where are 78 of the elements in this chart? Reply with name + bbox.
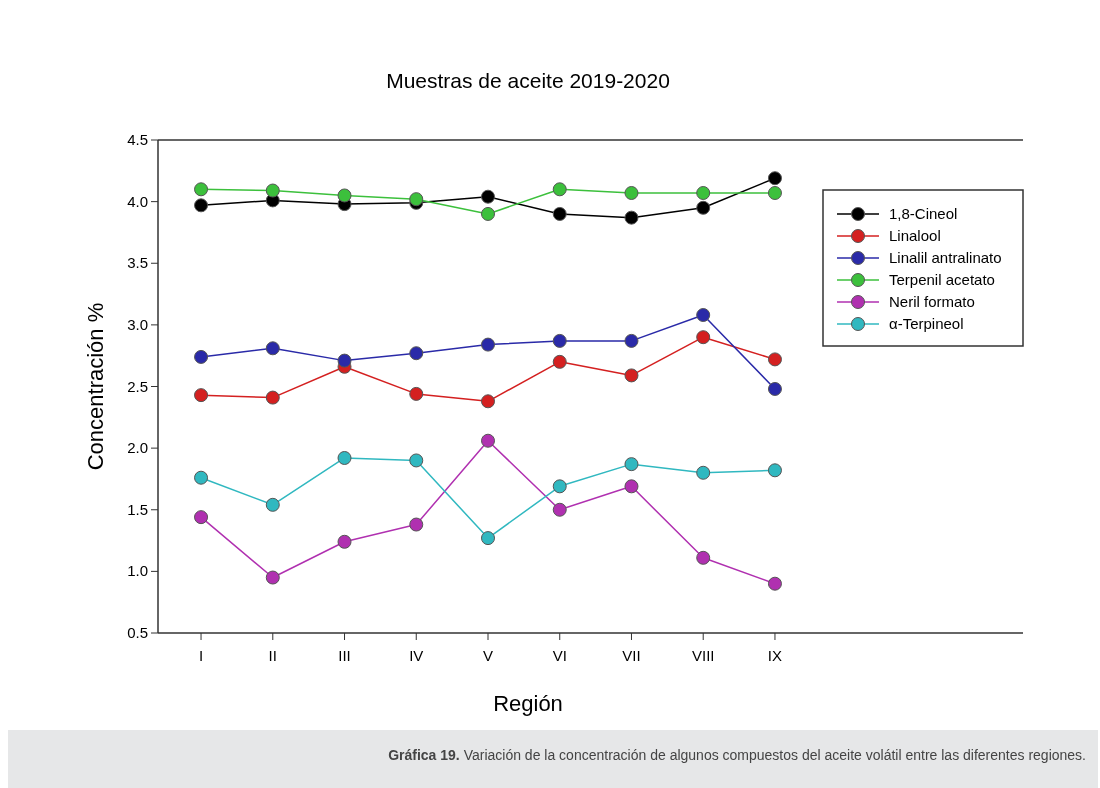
point <box>552 479 567 494</box>
x-tick-label: V <box>482 647 494 664</box>
point <box>552 502 567 517</box>
point <box>481 337 495 352</box>
legend-label: Linalil antralinato <box>889 249 1002 266</box>
legend-label: Linalool <box>889 227 941 244</box>
point <box>265 390 280 405</box>
y-tick-label: 1.0 <box>127 562 148 580</box>
y-tick-label: 1.5 <box>127 500 148 518</box>
x-tick-label: VII <box>622 647 641 664</box>
point <box>481 394 495 409</box>
point <box>481 433 495 448</box>
point <box>265 183 280 198</box>
x-tick-label: III <box>338 647 351 664</box>
point <box>265 497 280 512</box>
point <box>337 353 352 368</box>
y-axis-title: Concentración % <box>83 302 108 471</box>
point <box>409 346 424 361</box>
point <box>194 388 209 403</box>
y-tick-label: 2.0 <box>127 439 148 457</box>
point <box>194 470 209 485</box>
point <box>552 182 567 197</box>
x-tick-label: VI <box>552 647 567 664</box>
point <box>194 349 209 364</box>
point <box>337 534 352 549</box>
point <box>696 465 711 480</box>
point <box>767 463 782 478</box>
point <box>767 186 782 200</box>
point <box>696 308 711 323</box>
text: Gráfica 19. <box>388 747 460 763</box>
point <box>552 206 567 221</box>
point <box>624 479 639 494</box>
point <box>767 381 782 396</box>
point <box>624 333 639 348</box>
y-tick-label: 2.5 <box>127 377 148 395</box>
y-tick-label: 3.0 <box>127 315 148 333</box>
legend-label: Neril formato <box>889 293 975 310</box>
point <box>265 341 280 356</box>
point <box>481 189 495 204</box>
x-axis-title: Región <box>493 691 563 716</box>
x-tick-label: IV <box>409 647 424 664</box>
point <box>624 210 639 225</box>
point <box>767 576 782 591</box>
legend-label: α-Terpineol <box>889 315 964 332</box>
point <box>767 352 782 367</box>
point <box>409 517 424 532</box>
point <box>696 186 711 200</box>
x-tick-label: IX <box>767 647 783 664</box>
point <box>337 450 352 465</box>
point <box>552 333 567 348</box>
point <box>624 186 639 200</box>
point <box>481 531 495 546</box>
point <box>767 171 782 186</box>
point <box>552 354 567 369</box>
point <box>194 182 209 197</box>
y-tick-label: 4.0 <box>127 192 148 210</box>
point <box>696 330 711 345</box>
x-tick-label: VIII <box>691 647 715 664</box>
point <box>194 510 209 525</box>
x-tick-label: II <box>268 647 277 664</box>
point <box>409 453 424 468</box>
point <box>624 457 639 472</box>
legend-label: Terpenil acetato <box>889 271 995 288</box>
text: Variación de la concentración de algunos compuestos del aceite volátil entre las diferentes regiones. <box>459 747 1086 763</box>
point <box>624 368 639 383</box>
y-tick-label: 3.5 <box>127 254 148 272</box>
point <box>696 200 711 215</box>
point <box>481 206 495 221</box>
chart-title: Muestras de aceite 2019-2020 <box>386 69 670 92</box>
y-tick-label: 4.5 <box>127 131 148 148</box>
y-tick-label: 0.5 <box>127 624 148 641</box>
point <box>194 198 209 213</box>
x-tick-label: I <box>198 647 204 664</box>
legend-label: 1,8-Cineol <box>889 205 958 222</box>
point <box>337 188 352 203</box>
point <box>265 570 280 585</box>
point <box>409 386 424 401</box>
point <box>696 550 711 565</box>
